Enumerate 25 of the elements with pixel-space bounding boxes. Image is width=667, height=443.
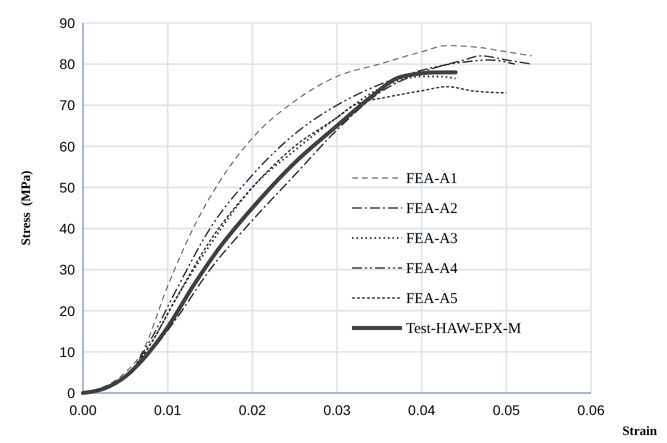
x-tick-label: 0.04 [408, 402, 436, 418]
y-tick-label: 10 [59, 344, 76, 360]
legend-label: FEA-A5 [406, 291, 458, 307]
x-tick-label: 0.06 [577, 402, 605, 418]
x-tick-label: 0.03 [323, 402, 351, 418]
x-tick-label: 0.00 [69, 402, 97, 418]
y-tick-label: 60 [59, 138, 76, 154]
y-tick-label: 50 [59, 179, 76, 196]
y-axis-title: Stress (MPa) [18, 170, 33, 246]
x-tick-label: 0.05 [492, 402, 520, 418]
legend-label: Test-HAW-EPX-M [406, 321, 522, 337]
legend-label: FEA-A2 [406, 201, 458, 217]
y-tick-label: 30 [59, 262, 76, 278]
legend-label: FEA-A3 [406, 231, 458, 247]
x-tick-label: 0.02 [238, 402, 266, 418]
y-tick-label: 70 [59, 97, 76, 114]
x-axis-title: Strain [622, 423, 658, 438]
y-tick-label: 80 [59, 56, 76, 72]
x-tick-label: 0.01 [154, 402, 182, 418]
y-tick-label: 90 [59, 15, 76, 31]
y-tick-label: 0 [67, 385, 76, 401]
legend-label: FEA-A4 [406, 261, 458, 277]
y-tick-label: 20 [59, 302, 76, 319]
legend-label: FEA-A1 [406, 171, 458, 187]
y-tick-label: 40 [59, 220, 76, 237]
